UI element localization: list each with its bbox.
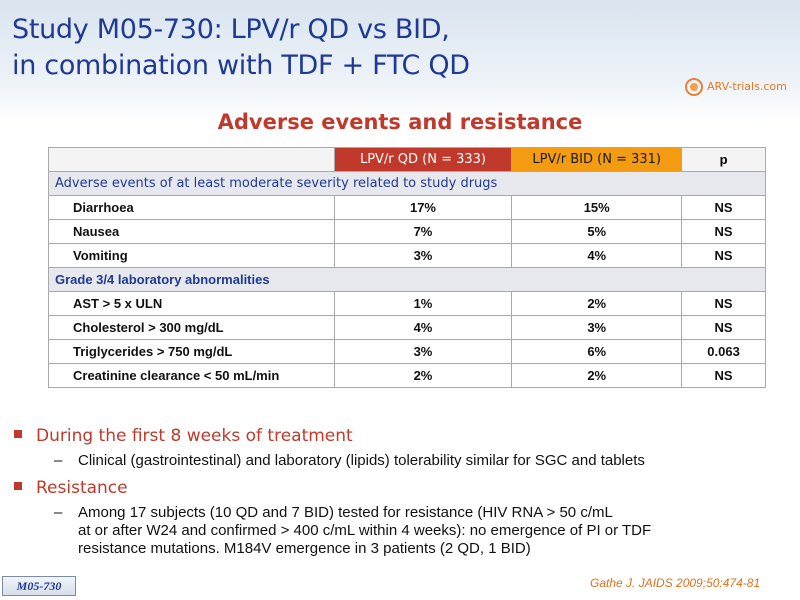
table-row: Triglycerides > 750 mg/dL 3% 6% 0.063 [48,339,766,364]
table-row: Diarrhoea 17% 15% NS [48,195,766,220]
row-label: Cholesterol > 300 mg/dL [48,315,335,340]
section-label: Grade 3/4 laboratory abnormalities [48,267,766,292]
section-label: Adverse events of at least moderate seve… [48,171,766,196]
slide-title: Study M05-730: LPV/r QD vs BID, in combi… [12,12,470,84]
bullet-text: Resistance [36,478,128,498]
bullet-text: During the first 8 weeks of treatment [36,426,353,446]
qd-value: 4% [333,315,513,340]
bid-value: 5% [511,219,683,244]
qd-value: 3% [333,339,513,364]
row-label: Triglycerides > 750 mg/dL [48,339,335,364]
bid-value: 2% [511,291,683,316]
bid-value: 4% [511,243,683,268]
arv-trials-logo: ARV-trials.com [685,78,787,98]
header-empty [48,147,335,172]
bid-value: 15% [511,195,683,220]
qd-value: 7% [333,219,513,244]
section-row-lab-abnormalities: Grade 3/4 laboratory abnormalities [48,267,766,292]
bid-value: 6% [511,339,683,364]
row-label: Nausea [48,219,335,244]
bullet-square-icon [14,482,22,490]
header-qd: LPV/r QD (N = 333) [333,147,513,172]
table-row: Creatinine clearance < 50 mL/min 2% 2% N… [48,363,766,388]
row-label: AST > 5 x ULN [48,291,335,316]
bullet-first-weeks: During the first 8 weeks of treatment [14,426,353,446]
p-value: NS [681,219,766,244]
logo-circle-icon [685,78,703,96]
citation: Gathe J. JAIDS 2009;50:474-81 [590,576,761,590]
table-header-row: LPV/r QD (N = 333) LPV/r BID (N = 331) p [48,147,766,172]
qd-value: 1% [333,291,513,316]
section-row-adverse-events: Adverse events of at least moderate seve… [48,171,766,196]
title-line-2: in combination with TDF + FTC QD [12,50,470,81]
study-tag: M05-730 [2,576,76,596]
sub-bullet-text: Among 17 subjects (10 QD and 7 BID) test… [78,504,652,557]
logo-text: ARV-trials.com [707,80,787,93]
row-label: Vomiting [48,243,335,268]
p-value: NS [681,195,766,220]
bullet-resistance: Resistance [14,478,128,498]
p-value: NS [681,315,766,340]
dash-icon: – [54,452,63,469]
table-row: Nausea 7% 5% NS [48,219,766,244]
qd-value: 2% [333,363,513,388]
dash-icon: – [54,504,63,521]
sub-bullet-text: Clinical (gastrointestinal) and laborato… [78,452,645,469]
adverse-events-table: LPV/r QD (N = 333) LPV/r BID (N = 331) p… [48,147,766,388]
p-value: NS [681,243,766,268]
p-value: 0.063 [681,339,766,364]
table-row: Cholesterol > 300 mg/dL 4% 3% NS [48,315,766,340]
table-row: Vomiting 3% 4% NS [48,243,766,268]
header-p: p [681,147,766,172]
row-label: Diarrhoea [48,195,335,220]
table-row: AST > 5 x ULN 1% 2% NS [48,291,766,316]
p-value: NS [681,363,766,388]
header-bid: LPV/r BID (N = 331) [511,147,683,172]
bullet-square-icon [14,430,22,438]
row-label: Creatinine clearance < 50 mL/min [48,363,335,388]
qd-value: 3% [333,243,513,268]
title-line-1: Study M05-730: LPV/r QD vs BID, [12,14,450,45]
bid-value: 2% [511,363,683,388]
slide-subtitle: Adverse events and resistance [217,110,583,134]
p-value: NS [681,291,766,316]
bid-value: 3% [511,315,683,340]
qd-value: 17% [333,195,513,220]
